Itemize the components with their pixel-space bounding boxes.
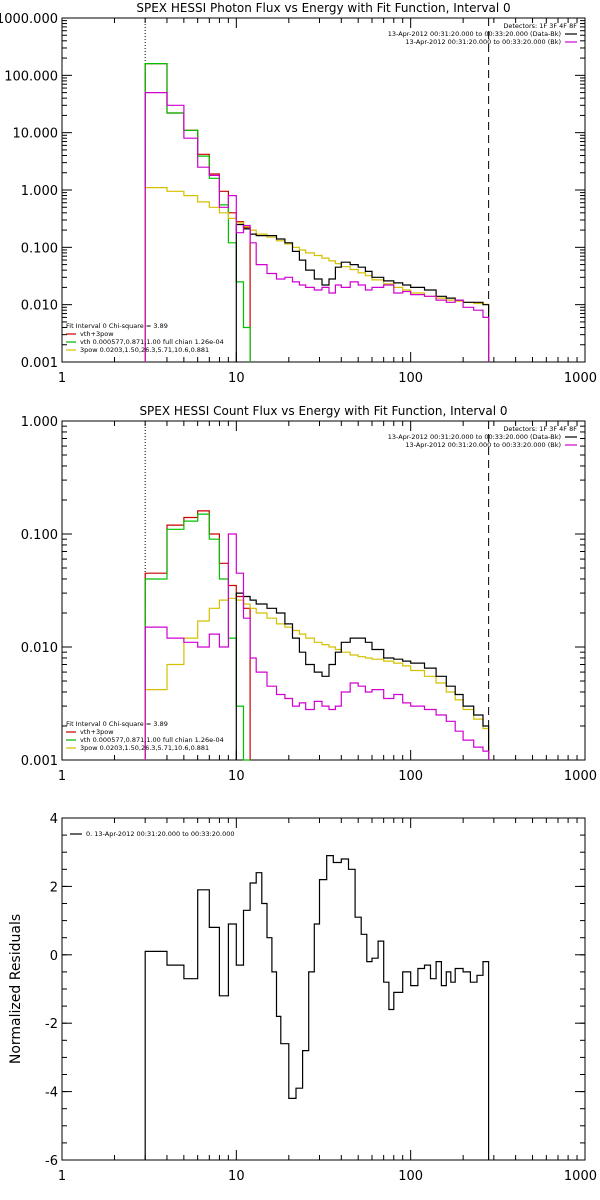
- legend-bottom-entry: 3pow 0.0203,1.50,26.3,5.71,10.6,0.881: [80, 346, 209, 354]
- plot-frame: [61, 17, 586, 363]
- y-tick-label: 1000.000: [0, 12, 58, 27]
- chart-panel-1: SPEX HESSI Photon Flux vs Energy with Fi…: [0, 1, 597, 386]
- plot-frame: [61, 420, 586, 761]
- chart-title: SPEX HESSI Photon Flux vs Energy with Fi…: [136, 1, 510, 15]
- y-tick-label: -2: [45, 1017, 58, 1032]
- legend-top-entry: 13-Apr-2012 00:31:20.000 to 00:33:20.000…: [405, 38, 561, 46]
- x-tick-label: 10: [228, 769, 245, 784]
- x-tick-label: 1: [58, 371, 66, 386]
- y-tick-label: 2: [50, 880, 58, 895]
- x-tick-label: 100: [398, 1169, 423, 1184]
- x-tick-label: 10: [228, 1169, 245, 1184]
- detectors-label: Detectors: 1F 3F 4F 8F: [503, 425, 577, 433]
- series-line-vth-3pow: [144, 510, 251, 760]
- y-tick-label: 0.100: [21, 241, 58, 256]
- x-tick-label: 10: [228, 371, 245, 386]
- legend-top-entry: 13-Apr-2012 00:31:20.000 to 00:33:20.000…: [388, 433, 561, 441]
- y-tick-label: 4: [50, 812, 58, 827]
- legend-top-entry: 13-Apr-2012 00:31:20.000 to 00:33:20.000…: [405, 441, 561, 449]
- series-line-data-bk: [235, 223, 490, 362]
- legend-bottom-entry: 3pow 0.0203,1.50,26.3,5.71,10.6,0.881: [80, 744, 209, 752]
- detectors-label: Detectors: 1F 3F 4F 8F: [503, 22, 577, 30]
- y-tick-label: 10.000: [13, 127, 59, 142]
- x-tick-label: 1: [58, 1169, 66, 1184]
- plot-frame: [61, 817, 586, 1161]
- chart-panel-3: 1 10 100 1000 -6 -4 -2 0 2 4 Normalized Residuals 0…: [8, 812, 597, 1184]
- x-tick-label: 1000: [564, 1169, 597, 1184]
- y-tick-label: 1.000: [21, 184, 58, 199]
- series-line-vth: [144, 63, 251, 362]
- legend-left-entry: 0. 13-Apr-2012 00:31:20.000 to 00:33:20.…: [86, 830, 235, 838]
- y-tick-label: 0.001: [21, 754, 58, 769]
- y-tick-label: 0.010: [21, 299, 58, 314]
- chart-title: SPEX HESSI Count Flux vs Energy with Fit…: [139, 404, 507, 418]
- legend-bottom-entry: vth+3pow: [80, 728, 114, 736]
- x-tick-label: 100: [398, 769, 423, 784]
- y-axis-label: Normalized Residuals: [8, 914, 24, 1064]
- y-tick-label: 100.000: [4, 69, 58, 84]
- legend-bottom-entry: Fit Interval 0 Chi-square = 3.89: [66, 322, 168, 330]
- legend-bottom-entry: vth 0.000577,0.871,1.00 full chian 1.26e…: [80, 736, 224, 744]
- series-line-3pow: [144, 187, 490, 362]
- series-line-vth-3pow: [144, 63, 251, 362]
- x-tick-label: 1: [58, 769, 66, 784]
- x-tick-label: 100: [398, 371, 423, 386]
- y-tick-label: 0.010: [21, 641, 58, 656]
- y-tick-label: 1.000: [21, 415, 58, 430]
- y-tick-label: 0.100: [21, 528, 58, 543]
- x-tick-label: 1000: [564, 769, 597, 784]
- chart-panel-2: SPEX HESSI Count Flux vs Energy with Fit…: [21, 404, 597, 784]
- series-line-data-bk: [235, 592, 490, 760]
- legend-bottom-entry: vth 0.000577,0.871,1.00 full chian 1.26e…: [80, 338, 224, 346]
- x-tick-label: 1000: [564, 371, 597, 386]
- y-tick-label: 0: [50, 949, 58, 964]
- y-tick-label: -6: [45, 1154, 58, 1169]
- legend-bottom-entry: vth+3pow: [80, 330, 114, 338]
- series-line-bk: [144, 533, 490, 760]
- y-tick-label: -4: [45, 1086, 58, 1101]
- series-line-0-13-apr-2012-00-31-20-000-to-00-33-20-000: [144, 855, 490, 1160]
- legend-bottom-entry: Fit Interval 0 Chi-square = 3.89: [66, 720, 168, 728]
- y-tick-label: 0.001: [21, 356, 58, 371]
- series-line-bk: [144, 92, 490, 362]
- legend-top-entry: 13-Apr-2012 00:31:20.000 to 00:33:20.000…: [388, 30, 561, 38]
